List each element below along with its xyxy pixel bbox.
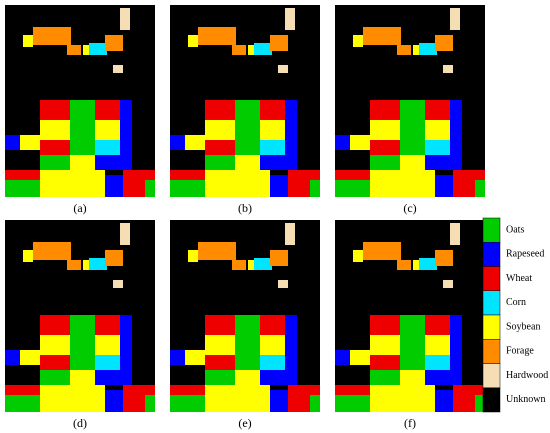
panel-label: (f) bbox=[404, 416, 416, 430]
classification-map bbox=[5, 5, 155, 197]
classification-map bbox=[335, 220, 485, 412]
legend-label: Corn bbox=[506, 297, 526, 308]
panel-label: (c) bbox=[403, 201, 416, 215]
legend-swatch bbox=[482, 290, 501, 316]
panel-label: (b) bbox=[238, 201, 252, 215]
legend-label: Wheat bbox=[506, 273, 532, 284]
legend-label: Unknown bbox=[506, 394, 545, 405]
classification-map bbox=[5, 220, 155, 412]
legend-swatch bbox=[482, 217, 501, 243]
legend-label: Soybean bbox=[506, 321, 540, 332]
legend-label: Oats bbox=[506, 224, 524, 235]
legend-swatch bbox=[482, 339, 501, 364]
panel-label: (a) bbox=[73, 201, 86, 215]
legend-swatch bbox=[482, 314, 501, 340]
panel-label: (d) bbox=[73, 416, 87, 430]
legend-swatch bbox=[482, 242, 501, 267]
classification-map bbox=[170, 5, 320, 197]
legend-label: Hardwood bbox=[506, 370, 548, 381]
classification-map bbox=[335, 5, 485, 197]
legend-swatch bbox=[482, 363, 501, 388]
legend-label: Forage bbox=[506, 346, 534, 357]
legend-swatch bbox=[482, 266, 501, 291]
panel-label: (e) bbox=[238, 416, 251, 430]
legend-swatch bbox=[482, 387, 501, 413]
legend-label: Rapeseed bbox=[506, 249, 544, 260]
classification-map bbox=[170, 220, 320, 412]
